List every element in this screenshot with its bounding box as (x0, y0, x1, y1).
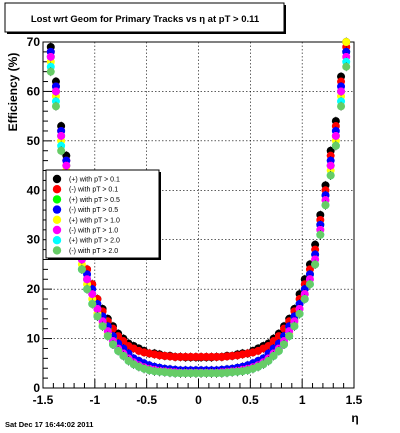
data-point (108, 340, 117, 349)
legend-label: (+) with pT > 0.5 (69, 197, 120, 204)
data-point (93, 312, 102, 321)
data-point (269, 351, 278, 360)
data-point (77, 265, 86, 274)
legend-marker (52, 195, 62, 204)
data-point (264, 356, 273, 365)
data-point (300, 295, 309, 304)
x-tick-label: 1.5 (346, 393, 363, 407)
legend-label: (+) with pT > 1.0 (69, 217, 120, 224)
y-tick-label: 50 (27, 134, 41, 148)
data-point (280, 340, 289, 349)
y-tick-label: 30 (27, 233, 41, 247)
data-point (311, 260, 320, 269)
data-point (98, 322, 107, 331)
legend-marker (52, 215, 62, 224)
data-point (337, 102, 346, 111)
data-point (316, 230, 325, 239)
legend-label: (+) with pT > 0.1 (69, 177, 120, 184)
data-point (290, 322, 299, 331)
data-point (337, 87, 346, 96)
data-point (88, 290, 97, 299)
y-tick-label: 60 (27, 84, 41, 98)
data-point (342, 38, 351, 46)
data-point (326, 161, 335, 170)
legend-marker (52, 185, 62, 194)
x-tick-label: 0 (195, 393, 202, 407)
data-point (326, 171, 335, 180)
data-point (274, 346, 283, 355)
x-tick-label: -1 (89, 393, 100, 407)
legend-label: (-) with pT > 2.0 (69, 248, 118, 255)
y-tick-label: 40 (27, 183, 41, 197)
data-point (305, 280, 314, 289)
data-point (114, 346, 123, 355)
data-point (295, 309, 304, 318)
legend-marker (52, 246, 62, 255)
legend-label: (-) with pT > 0.1 (69, 187, 118, 194)
x-tick-label: -1.5 (33, 393, 54, 407)
data-point (46, 52, 55, 61)
y-axis: 0 10 20 30 40 50 60 70 (27, 35, 52, 395)
legend-label: (-) with pT > 1.0 (69, 228, 118, 235)
data-point (119, 351, 128, 360)
data-point (57, 146, 66, 155)
y-tick-label: 10 (27, 332, 41, 346)
title-box: Lost wrt Geom for Primary Tracks vs η at… (4, 2, 286, 34)
data-point (103, 332, 112, 341)
legend-marker (52, 174, 62, 184)
data-point (321, 201, 330, 210)
legend-marker (52, 205, 62, 214)
y-tick-label: 20 (27, 282, 41, 296)
data-point (51, 87, 60, 96)
legend: (+) with pT > 0.1 (-) with pT > 0.1 (+) wi… (45, 169, 161, 260)
y-tick-label: 0 (33, 381, 40, 395)
data-point (83, 275, 92, 284)
data-point (51, 102, 60, 111)
legend-label: (+) with pT > 2.0 (69, 238, 120, 245)
data-point (342, 62, 351, 71)
data-point (57, 131, 66, 140)
data-point (331, 141, 340, 150)
legend-label: (-) with pT > 0.5 (69, 207, 118, 214)
chart-title: Lost wrt Geom for Primary Tracks vs η at… (31, 14, 260, 25)
x-tick-label: 0.5 (242, 393, 259, 407)
legend-marker (52, 236, 62, 245)
data-point (62, 161, 71, 170)
x-tick-label: -0.5 (136, 393, 157, 407)
y-tick-label: 70 (27, 35, 41, 49)
data-point (46, 67, 55, 76)
data-point (331, 131, 340, 140)
y-axis-title: Efficiency (%) (6, 53, 20, 132)
x-tick-label: 1 (299, 393, 306, 407)
timestamp: Sat Dec 17 16:44:02 2011 (5, 420, 93, 429)
data-point (88, 299, 97, 308)
legend-marker (52, 225, 62, 235)
data-point (83, 285, 92, 294)
data-point (93, 304, 102, 313)
x-axis: -1.5 -1 -0.5 0 0.5 1 1.5 (33, 379, 363, 407)
data-point (285, 332, 294, 341)
x-axis-title: η (351, 411, 358, 425)
